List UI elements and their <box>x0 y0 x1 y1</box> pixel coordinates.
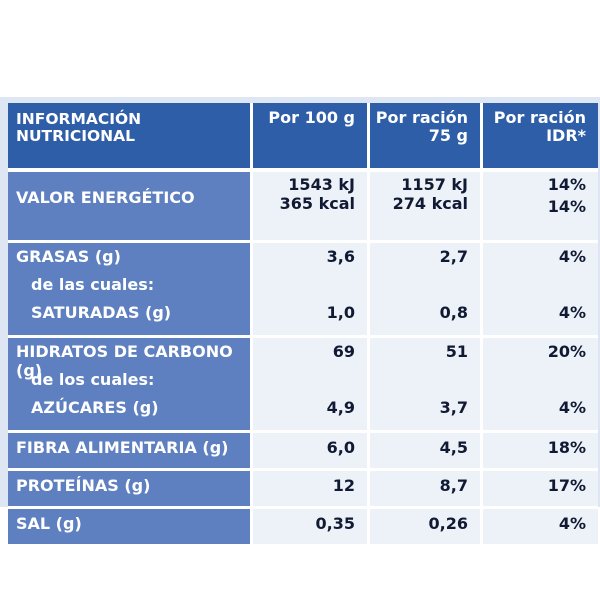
salt-idr: 4% <box>483 509 598 544</box>
carbs-label: HIDRATOS DE CARBONO (g) <box>16 342 233 380</box>
table-row-protein: PROTEÍNAS (g) 12 8,7 17% <box>8 471 598 509</box>
col-100g-label: Por 100 g <box>268 108 355 127</box>
fiber-per-portion: 4,5 <box>370 433 483 471</box>
saturated-idr: 4% <box>558 303 586 322</box>
protein-per-portion: 8,7 <box>370 471 483 509</box>
carbs-per-100g: 69 <box>332 342 355 361</box>
energy-per-100g-kcal: 365 kcal <box>279 194 355 213</box>
sugars-per-portion: 3,7 <box>439 398 468 417</box>
carbs-sub-label: de los cuales: <box>31 370 155 389</box>
carbs-per-portion-cell: 51 3,7 <box>370 338 483 433</box>
energy-per-portion-kj: 1157 kJ <box>401 175 468 194</box>
col-idr-line-2: IDR* <box>546 126 586 145</box>
fat-per-100g-cell: 3,6 1,0 <box>253 243 370 338</box>
protein-per-100g: 12 <box>253 471 370 509</box>
fat-label-cell: GRASAS (g) de las cuales: SATURADAS (g) <box>8 243 253 338</box>
energy-per-100g: 1543 kJ 365 kcal <box>253 172 370 243</box>
energy-label: VALOR ENERGÉTICO <box>8 172 253 243</box>
fat-label: GRASAS (g) <box>16 247 121 266</box>
table-header-row: INFORMACIÓN NUTRICIONAL Por 100 g Por ra… <box>8 103 598 172</box>
energy-idr-kj: 14% <box>547 175 586 194</box>
energy-per-portion: 1157 kJ 274 kcal <box>370 172 483 243</box>
carbs-label-cell: HIDRATOS DE CARBONO (g) de los cuales: A… <box>8 338 253 433</box>
carbs-idr: 20% <box>547 342 586 361</box>
fiber-idr: 18% <box>483 433 598 471</box>
energy-per-portion-kcal: 274 kcal <box>392 194 468 213</box>
fiber-per-100g: 6,0 <box>253 433 370 471</box>
protein-label: PROTEÍNAS (g) <box>8 471 253 509</box>
fat-idr-cell: 4% 4% <box>483 243 598 338</box>
fiber-label: FIBRA ALIMENTARIA (g) <box>8 433 253 471</box>
column-header-per-100g: Por 100 g <box>253 103 370 172</box>
carbs-per-100g-cell: 69 4,9 <box>253 338 370 433</box>
table-row-salt: SAL (g) 0,35 0,26 4% <box>8 509 598 544</box>
salt-per-100g: 0,35 <box>253 509 370 544</box>
energy-idr: 14% 14% <box>483 172 598 243</box>
carbs-per-portion: 51 <box>445 342 468 361</box>
salt-label: SAL (g) <box>8 509 253 544</box>
table-row-fat: GRASAS (g) de las cuales: SATURADAS (g) … <box>8 243 598 338</box>
fat-sub-label: de las cuales: <box>31 275 155 294</box>
col-idr-line-1: Por ración <box>493 108 586 127</box>
energy-per-100g-kj: 1543 kJ <box>288 175 355 194</box>
sugars-idr: 4% <box>558 398 586 417</box>
saturated-per-portion: 0,8 <box>439 303 468 322</box>
nutrition-table: INFORMACIÓN NUTRICIONAL Por 100 g Por ra… <box>8 103 598 544</box>
title-line-1: INFORMACIÓN <box>16 110 142 128</box>
carbs-idr-cell: 20% 4% <box>483 338 598 433</box>
energy-idr-kcal: 14% <box>547 197 586 216</box>
table-row-fiber: FIBRA ALIMENTARIA (g) 6,0 4,5 18% <box>8 433 598 471</box>
table-title: INFORMACIÓN NUTRICIONAL <box>8 103 253 172</box>
column-header-per-portion: Por ración 75 g <box>370 103 483 172</box>
salt-per-portion: 0,26 <box>370 509 483 544</box>
column-header-idr: Por ración IDR* <box>483 103 598 172</box>
saturated-per-100g: 1,0 <box>326 303 355 322</box>
sugars-per-100g: 4,9 <box>326 398 355 417</box>
sugars-label: AZÚCARES (g) <box>31 398 159 417</box>
table-row-energy: VALOR ENERGÉTICO 1543 kJ 365 kcal 1157 k… <box>8 172 598 243</box>
fat-idr: 4% <box>558 247 586 266</box>
table-row-carbohydrates: HIDRATOS DE CARBONO (g) de los cuales: A… <box>8 338 598 433</box>
saturated-label: SATURADAS (g) <box>31 303 172 322</box>
title-line-2: NUTRICIONAL <box>16 127 135 145</box>
fat-per-100g: 3,6 <box>326 247 355 266</box>
fat-per-portion-cell: 2,7 0,8 <box>370 243 483 338</box>
col-portion-line-2: 75 g <box>428 126 468 145</box>
protein-idr: 17% <box>483 471 598 509</box>
fat-per-portion: 2,7 <box>439 247 468 266</box>
col-portion-line-1: Por ración <box>375 108 468 127</box>
